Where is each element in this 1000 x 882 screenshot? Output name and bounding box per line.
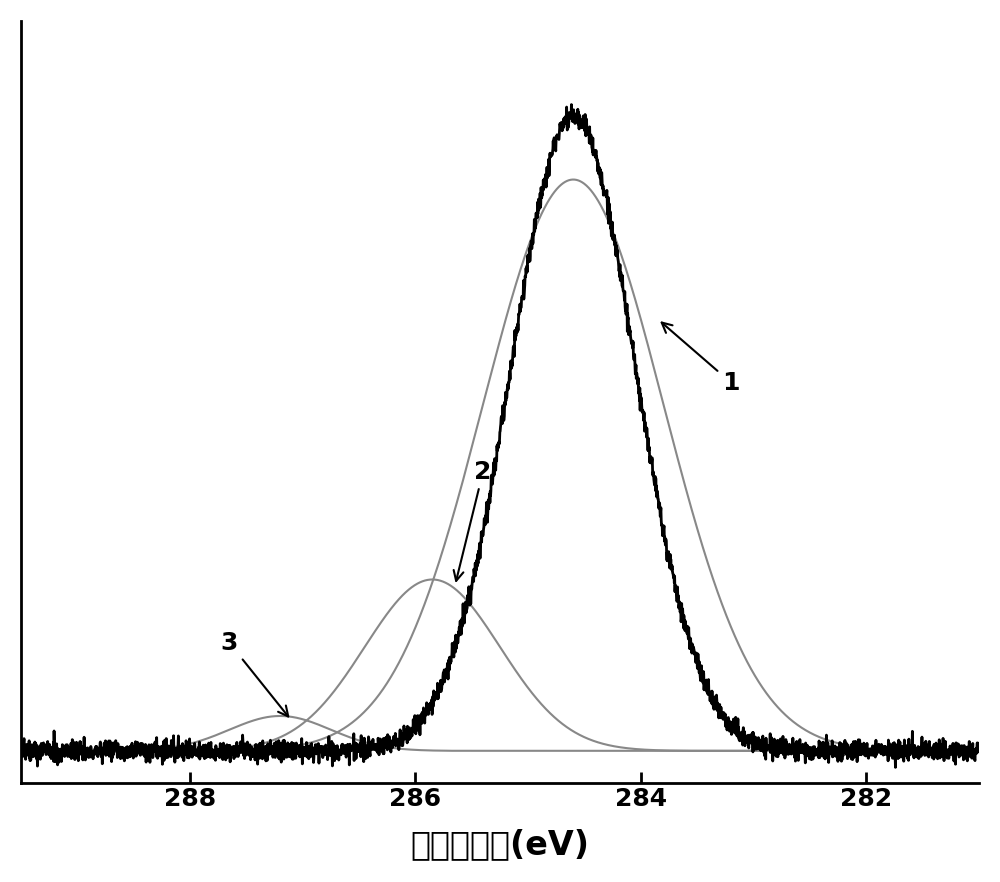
Text: 2: 2 — [454, 460, 492, 581]
Text: 3: 3 — [221, 631, 288, 716]
Text: 1: 1 — [662, 323, 740, 394]
X-axis label: 电子结合能(eV): 电子结合能(eV) — [410, 828, 590, 861]
